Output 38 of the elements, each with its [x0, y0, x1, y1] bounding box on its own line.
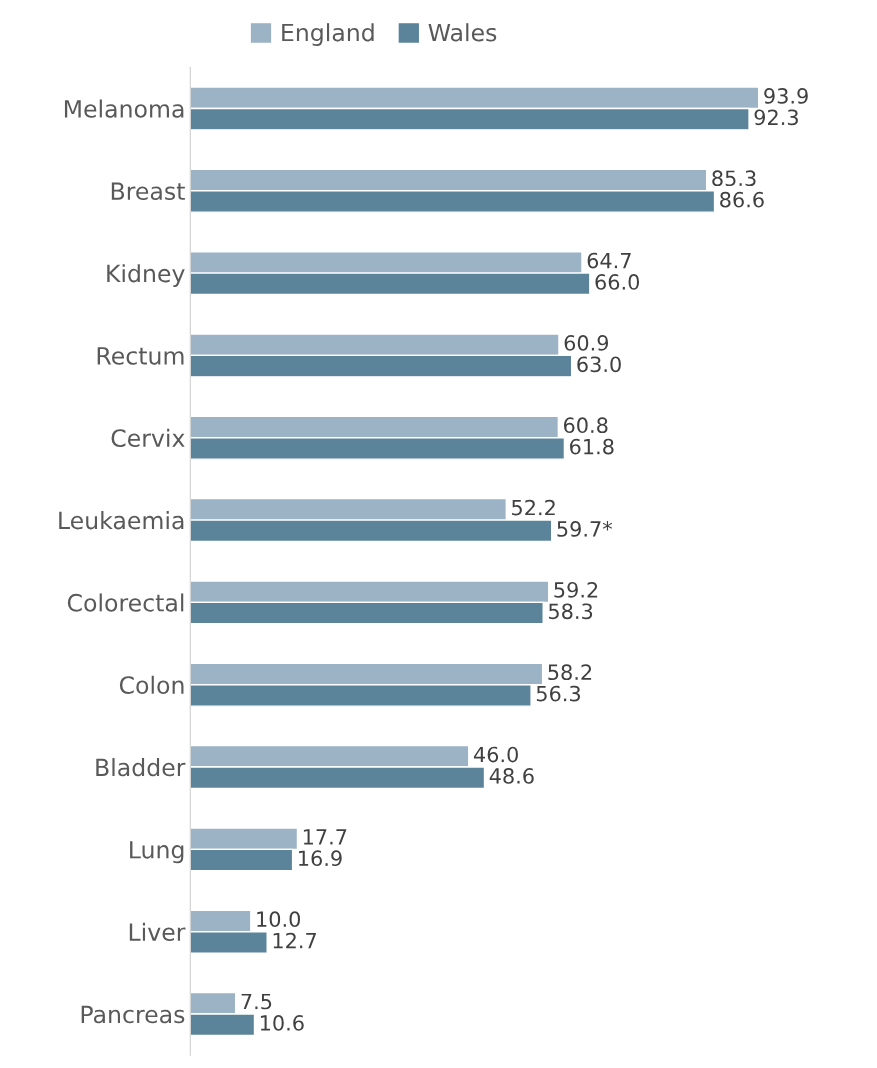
- data-label: 92.3: [754, 109, 798, 126]
- data-label: 56.3: [536, 685, 581, 702]
- data-label: 52.2: [512, 499, 555, 516]
- data-label: 59.7*: [557, 521, 613, 537]
- y-tick-label: Leukaemia: [59, 511, 184, 530]
- y-tick-label: Colorectal: [67, 593, 184, 612]
- y-tick-label: Liver: [129, 922, 186, 941]
- legend-label: Wales: [428, 23, 497, 42]
- data-label: 64.7: [587, 252, 631, 269]
- data-label: 48.6: [489, 768, 534, 784]
- y-tick-label: Melanoma: [64, 99, 184, 118]
- y-tick-label: Bladder: [96, 758, 186, 777]
- data-label: 63.0: [577, 356, 621, 373]
- data-label: 10.0: [257, 911, 301, 928]
- data-label: 66.0: [595, 274, 640, 290]
- data-label: 58.3: [549, 603, 593, 620]
- y-tick-label: Cervix: [111, 428, 185, 448]
- data-label: 7.5: [241, 993, 272, 1010]
- y-tick-label: Lung: [130, 841, 184, 864]
- y-tick-label: Breast: [111, 182, 185, 201]
- data-label: 59.2: [554, 581, 598, 598]
- data-label: 93.9: [764, 88, 808, 104]
- data-label: 10.6: [260, 1015, 304, 1031]
- data-label: 17.7: [303, 829, 347, 845]
- y-tick-label: Colon: [119, 675, 184, 695]
- data-label: 58.2: [548, 664, 592, 681]
- y-tick-label: Kidney: [107, 264, 185, 287]
- data-label: 60.8: [563, 417, 608, 434]
- data-label: 61.8: [570, 438, 614, 455]
- data-label: 86.6: [720, 191, 764, 208]
- data-label: 12.7: [273, 932, 316, 949]
- legend-label: England: [282, 23, 374, 47]
- data-label: 60.9: [564, 335, 609, 351]
- data-label: 85.3: [712, 170, 756, 187]
- data-label: 16.9: [299, 850, 342, 867]
- y-tick-label: Rectum: [97, 347, 184, 365]
- y-tick-label: Pancreas: [81, 1005, 185, 1024]
- data-label: 46.0: [473, 746, 518, 763]
